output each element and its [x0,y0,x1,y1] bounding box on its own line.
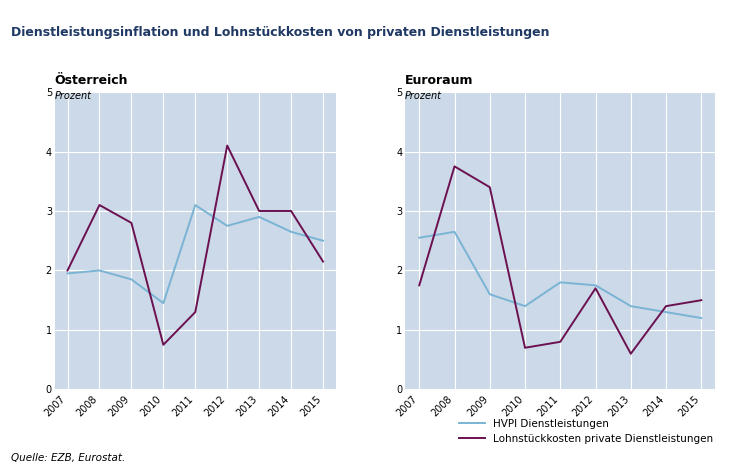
Text: Quelle: EZB, Eurostat.: Quelle: EZB, Eurostat. [11,453,126,463]
Text: Prozent: Prozent [55,91,92,101]
Text: Prozent: Prozent [405,91,442,101]
Text: Euroraum: Euroraum [405,74,474,87]
Text: Österreich: Österreich [55,74,128,87]
Legend: HVPI Dienstleistungen, Lohnstückkosten private Dienstleistungen: HVPI Dienstleistungen, Lohnstückkosten p… [455,414,718,448]
Text: Dienstleistungsinflation und Lohnstückkosten von privaten Dienstleistungen: Dienstleistungsinflation und Lohnstückko… [11,26,550,39]
